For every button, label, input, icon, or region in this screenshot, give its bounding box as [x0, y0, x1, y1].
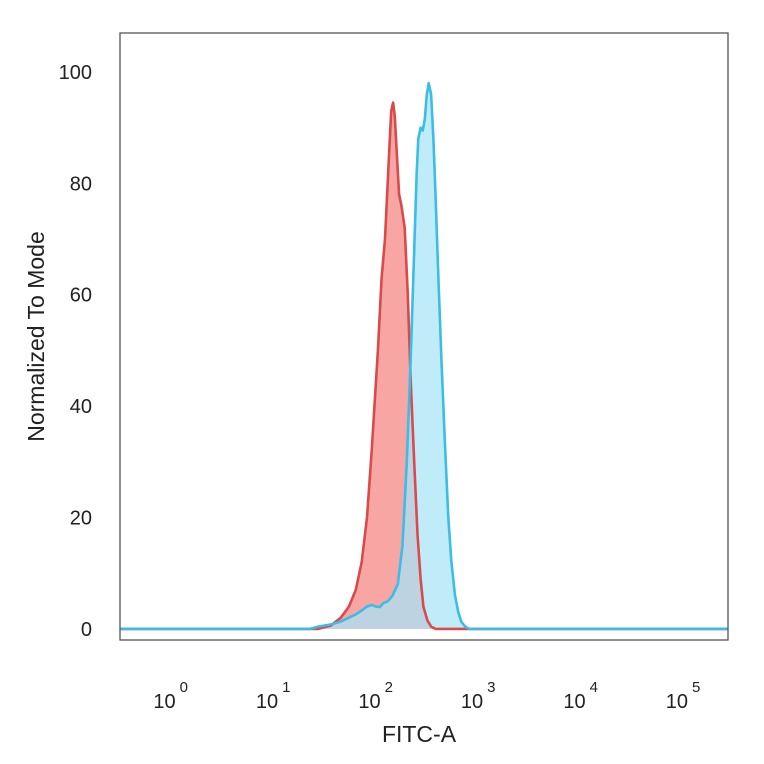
y-tick-label: 60	[70, 285, 92, 307]
y-tick-label: 0	[81, 619, 92, 641]
series-1-line	[120, 101, 728, 631]
y-tick-label: 100	[59, 62, 92, 84]
x-tick-label: 103	[461, 679, 496, 713]
y-axis-title: Normalized To Mode	[23, 231, 49, 442]
x-axis-title: FITC-A	[382, 721, 457, 747]
series-2-area	[120, 83, 728, 629]
x-tick-label: 105	[666, 679, 701, 713]
x-tick-label: 104	[563, 679, 598, 713]
y-tick-labels: 0 20 40 60 80 100	[59, 62, 92, 641]
y-tick-label: 80	[70, 173, 92, 195]
x-tick-label: 100	[153, 679, 188, 713]
x-tick-label: 102	[358, 679, 393, 713]
x-tick-labels: 100 101 102 103 104 105	[153, 679, 700, 713]
plot-frame	[119, 32, 729, 641]
y-tick-label: 40	[70, 396, 92, 418]
series-layer	[120, 81, 728, 631]
series-2-line	[120, 81, 728, 631]
x-tick-label: 101	[256, 679, 291, 713]
y-tick-label: 20	[70, 507, 92, 529]
